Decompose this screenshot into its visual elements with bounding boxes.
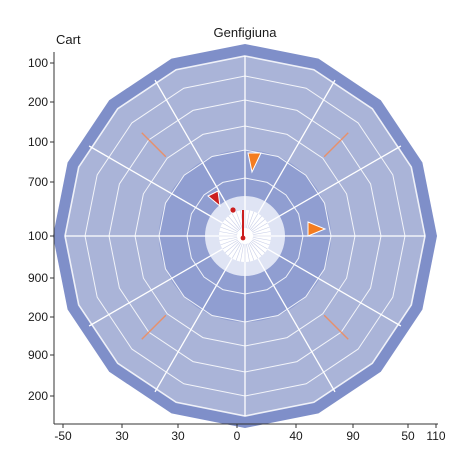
y-tick-label: 100 — [28, 56, 48, 70]
marker-triangle-top — [247, 152, 262, 174]
x-tick-label: 0 — [234, 429, 241, 443]
center-tick — [228, 215, 241, 231]
marker-triangle-right — [307, 221, 327, 237]
polar-plot-area — [53, 44, 437, 428]
center-tick — [252, 238, 270, 246]
y-tick-label: 100 — [28, 229, 48, 243]
center-tick — [252, 237, 271, 241]
center-tick — [224, 240, 240, 253]
grid-spoke — [244, 79, 336, 237]
center-tick — [231, 213, 242, 230]
y-tick-label: 200 — [28, 389, 48, 403]
x-tick-label: 40 — [289, 429, 303, 443]
y-tick-label: 700 — [28, 175, 48, 189]
center-tick — [250, 240, 266, 253]
center-tick — [222, 239, 239, 250]
grid-spoke — [154, 235, 246, 393]
center-tick — [219, 237, 238, 241]
x-tick-label: 30 — [115, 429, 129, 443]
center-tick — [222, 222, 239, 233]
needle-pivot — [240, 235, 246, 241]
accent-tick — [323, 132, 349, 158]
center-tick — [219, 231, 238, 235]
grid-spoke — [88, 145, 246, 237]
x-tick-label: 30 — [171, 429, 185, 443]
accent-tick — [141, 132, 167, 158]
center-tick — [249, 241, 262, 257]
center-tick — [235, 211, 243, 229]
y-tick-label: 900 — [28, 348, 48, 362]
y-tick-label: 900 — [28, 271, 48, 285]
marker-triangle-left — [207, 190, 221, 208]
y-tick-label: 100 — [28, 135, 48, 149]
marker-dot — [230, 207, 236, 213]
center-tick — [240, 243, 244, 262]
center-tick — [248, 213, 259, 230]
x-tick-label: -50 — [54, 429, 72, 443]
x-tick-label: 110 — [426, 429, 445, 443]
center-tick — [248, 242, 259, 259]
center-tick — [247, 211, 255, 229]
center-tick — [251, 239, 268, 250]
center-tick — [220, 226, 238, 234]
center-tick — [252, 231, 271, 235]
center-tick — [231, 242, 242, 259]
grid-spoke — [88, 235, 246, 327]
center-tick — [246, 243, 250, 262]
x-tick-label: 50 — [401, 429, 415, 443]
x-tick-label: 90 — [346, 429, 360, 443]
center-tick — [235, 243, 243, 261]
grid-spoke — [244, 235, 402, 327]
x-tick-labels: -50 30 30 0 40 90 50 110 — [54, 424, 446, 443]
y-tick-label: 200 — [28, 95, 48, 109]
corner-label: Cart — [56, 32, 81, 47]
center-tick — [251, 222, 268, 233]
center-tick — [247, 243, 255, 261]
grid-spoke — [154, 79, 246, 237]
center-tick — [249, 215, 262, 231]
grid-spoke — [244, 235, 336, 393]
center-tick — [250, 219, 266, 232]
accent-tick — [141, 314, 167, 340]
axes — [53, 52, 438, 425]
accent-tick — [323, 314, 349, 340]
center-tick — [224, 219, 240, 232]
center-tick — [246, 210, 250, 229]
y-tick-labels: 100 200 100 700 100 900 200 900 200 — [28, 56, 54, 403]
center-tick — [228, 241, 241, 257]
y-tick-label: 200 — [28, 310, 48, 324]
center-tick — [252, 226, 270, 234]
chart-title: Genfigiuna — [214, 25, 278, 40]
grid-spoke — [244, 145, 402, 237]
center-tick — [220, 238, 238, 246]
